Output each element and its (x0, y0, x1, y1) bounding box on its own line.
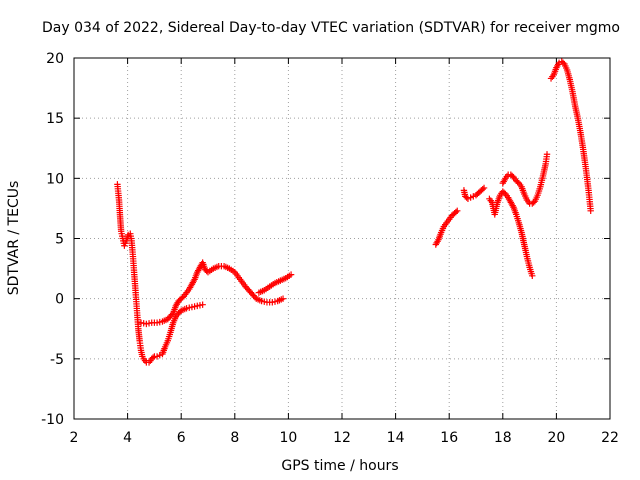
data-point (529, 272, 536, 280)
y-tick-label: 0 (55, 292, 64, 308)
y-axis-label: SDTVAR / TECUs (6, 181, 22, 296)
x-tick-label: 2 (70, 430, 79, 446)
data-point (543, 151, 551, 158)
data-point (199, 301, 206, 308)
x-tick-label: 18 (494, 430, 512, 446)
x-tick-label: 6 (177, 430, 186, 446)
x-tick-label: 20 (547, 430, 565, 446)
x-tick-label: 22 (601, 430, 619, 446)
y-tick-label: 10 (46, 171, 64, 187)
gridlines (74, 58, 610, 419)
x-tick-label: 10 (279, 430, 297, 446)
data-point (530, 199, 537, 206)
x-tick-label: 14 (387, 430, 405, 446)
axis-ticks: 2 4 6 8 10 12 14 16 18 20 22 -10 -5 0 5 10 15 20 (41, 51, 619, 446)
data-point (559, 59, 567, 67)
y-tick-label: 20 (46, 51, 64, 67)
data-point (479, 185, 486, 193)
x-tick-label: 12 (333, 430, 351, 446)
y-tick-label: 15 (46, 111, 64, 127)
data-point (279, 295, 287, 302)
x-tick-label: 4 (123, 430, 132, 446)
data-point (287, 271, 295, 278)
y-tick-label: -10 (41, 412, 64, 428)
data-point (480, 184, 488, 192)
data-marks (114, 58, 594, 366)
x-tick-label: 16 (440, 430, 458, 446)
y-tick-label: 5 (55, 232, 64, 248)
data-point (149, 354, 157, 361)
x-tick-label: 8 (230, 430, 239, 446)
data-point (452, 208, 460, 216)
chart-title: Day 034 of 2022, Sidereal Day-to-day VTE… (42, 20, 620, 36)
data-point (587, 207, 594, 215)
y-tick-label: -5 (50, 352, 64, 368)
x-axis-label: GPS time / hours (281, 458, 398, 474)
data-point (454, 207, 461, 215)
data-point (168, 311, 176, 318)
